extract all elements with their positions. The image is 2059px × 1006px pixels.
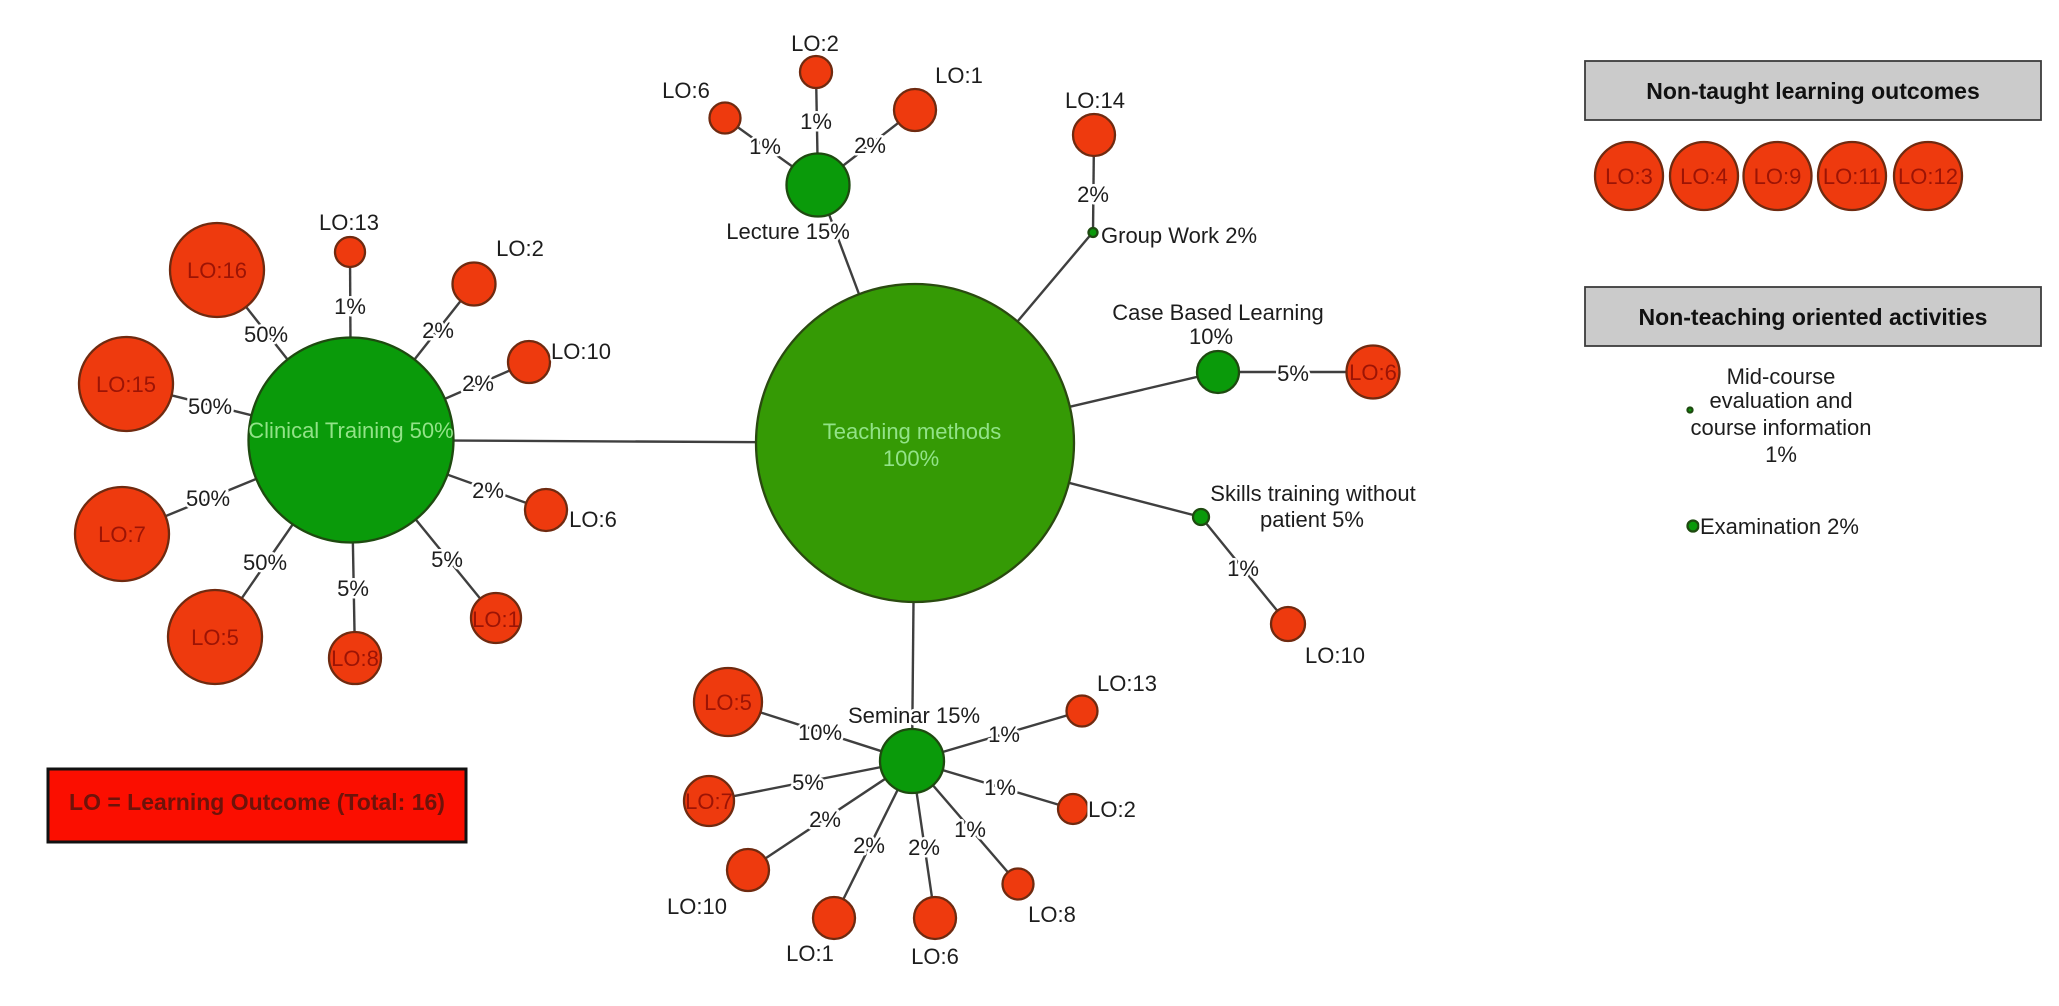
svg-text:Case Based Learning: Case Based Learning	[1112, 300, 1324, 325]
svg-text:Lecture 15%: Lecture 15%	[726, 219, 850, 244]
svg-text:5%: 5%	[1277, 361, 1309, 386]
svg-text:LO:14: LO:14	[1065, 88, 1125, 113]
svg-text:10%: 10%	[1189, 324, 1233, 349]
svg-text:Mid-course: Mid-course	[1727, 364, 1836, 389]
svg-text:LO:15: LO:15	[96, 372, 156, 397]
svg-text:LO:11: LO:11	[1823, 164, 1881, 189]
svg-text:LO:3: LO:3	[1605, 164, 1653, 189]
svg-text:1%: 1%	[988, 722, 1020, 747]
svg-text:LO:9: LO:9	[1754, 164, 1802, 189]
svg-text:5%: 5%	[792, 770, 824, 795]
svg-text:5%: 5%	[431, 547, 463, 572]
svg-text:LO:4: LO:4	[1680, 164, 1728, 189]
svg-text:Group Work 2%: Group Work 2%	[1101, 223, 1257, 248]
svg-text:LO:6: LO:6	[662, 78, 710, 103]
svg-text:LO:12: LO:12	[1898, 164, 1958, 189]
svg-text:5%: 5%	[337, 576, 369, 601]
svg-text:LO:7: LO:7	[98, 522, 146, 547]
svg-text:100%: 100%	[883, 446, 939, 471]
svg-text:50%: 50%	[243, 550, 287, 575]
svg-text:LO = Learning Outcome (Total:: LO = Learning Outcome (Total: 16)	[69, 789, 445, 815]
svg-text:LO:10: LO:10	[667, 894, 727, 919]
svg-text:Skills training without: Skills training without	[1210, 481, 1415, 506]
svg-text:patient 5%: patient 5%	[1260, 507, 1364, 532]
svg-text:10%: 10%	[798, 720, 842, 745]
svg-text:50%: 50%	[188, 394, 232, 419]
svg-text:course information: course information	[1691, 415, 1872, 440]
svg-text:Seminar 15%: Seminar 15%	[848, 703, 980, 728]
svg-text:LO:5: LO:5	[191, 625, 239, 650]
svg-text:LO:10: LO:10	[551, 339, 611, 364]
svg-text:2%: 2%	[908, 835, 940, 860]
svg-text:Clinical Training 50%: Clinical Training 50%	[248, 418, 453, 443]
svg-text:Non-teaching oriented activiti: Non-teaching oriented activities	[1639, 304, 1988, 330]
svg-text:2%: 2%	[472, 478, 504, 503]
svg-text:2%: 2%	[854, 133, 886, 158]
svg-text:2%: 2%	[853, 833, 885, 858]
svg-text:LO:2: LO:2	[496, 236, 544, 261]
svg-text:LO:2: LO:2	[1088, 797, 1136, 822]
svg-text:LO:1: LO:1	[472, 607, 520, 632]
svg-text:50%: 50%	[244, 322, 288, 347]
svg-text:evaluation and: evaluation and	[1709, 388, 1852, 413]
svg-text:LO:7: LO:7	[685, 789, 733, 814]
svg-text:LO:8: LO:8	[331, 646, 379, 671]
svg-text:2%: 2%	[422, 318, 454, 343]
svg-text:1%: 1%	[954, 817, 986, 842]
svg-text:LO:1: LO:1	[786, 941, 834, 966]
svg-text:LO:6: LO:6	[911, 944, 959, 969]
svg-text:LO:13: LO:13	[1097, 671, 1157, 696]
svg-text:1%: 1%	[749, 134, 781, 159]
svg-text:LO:2: LO:2	[791, 31, 839, 56]
svg-text:2%: 2%	[809, 807, 841, 832]
svg-text:2%: 2%	[1077, 182, 1109, 207]
svg-text:1%: 1%	[984, 775, 1016, 800]
svg-text:LO:13: LO:13	[319, 210, 379, 235]
svg-text:LO:5: LO:5	[704, 690, 752, 715]
svg-text:2%: 2%	[462, 371, 494, 396]
svg-text:LO:6: LO:6	[1349, 360, 1397, 385]
svg-text:Examination 2%: Examination 2%	[1700, 514, 1859, 539]
svg-text:50%: 50%	[186, 486, 230, 511]
svg-text:Non-taught learning outcomes: Non-taught learning outcomes	[1646, 78, 1980, 104]
svg-text:1%: 1%	[800, 109, 832, 134]
svg-text:LO:1: LO:1	[935, 63, 983, 88]
svg-text:1%: 1%	[334, 294, 366, 319]
svg-text:LO:6: LO:6	[569, 507, 617, 532]
svg-text:Teaching methods: Teaching methods	[823, 419, 1002, 444]
svg-text:LO:8: LO:8	[1028, 902, 1076, 927]
svg-text:LO:10: LO:10	[1305, 643, 1365, 668]
svg-text:1%: 1%	[1227, 556, 1259, 581]
svg-text:LO:16: LO:16	[187, 258, 247, 283]
svg-text:1%: 1%	[1765, 442, 1797, 467]
